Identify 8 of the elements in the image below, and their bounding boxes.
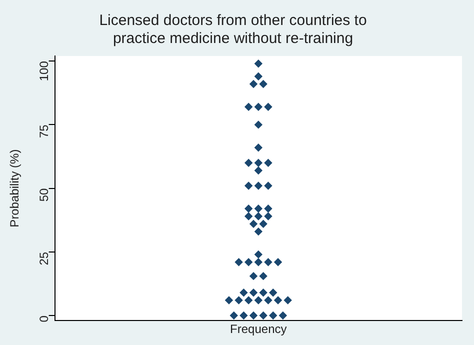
y-tick-label: 25 — [37, 252, 52, 266]
chart-title: Licensed doctors from other countries to practice medicine without re-training — [99, 12, 367, 48]
y-axis-title: Probability (%) — [8, 149, 22, 228]
y-tick-label: 75 — [37, 124, 52, 138]
x-axis-title: Frequency — [230, 322, 287, 336]
y-tick-label: 0 — [37, 315, 52, 322]
y-tick-label: 50 — [37, 188, 52, 202]
y-tick-label: 100 — [37, 60, 52, 82]
